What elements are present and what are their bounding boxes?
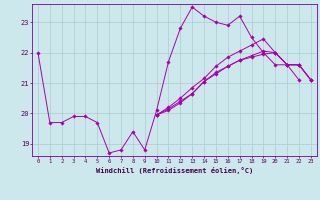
X-axis label: Windchill (Refroidissement éolien,°C): Windchill (Refroidissement éolien,°C) [96,167,253,174]
